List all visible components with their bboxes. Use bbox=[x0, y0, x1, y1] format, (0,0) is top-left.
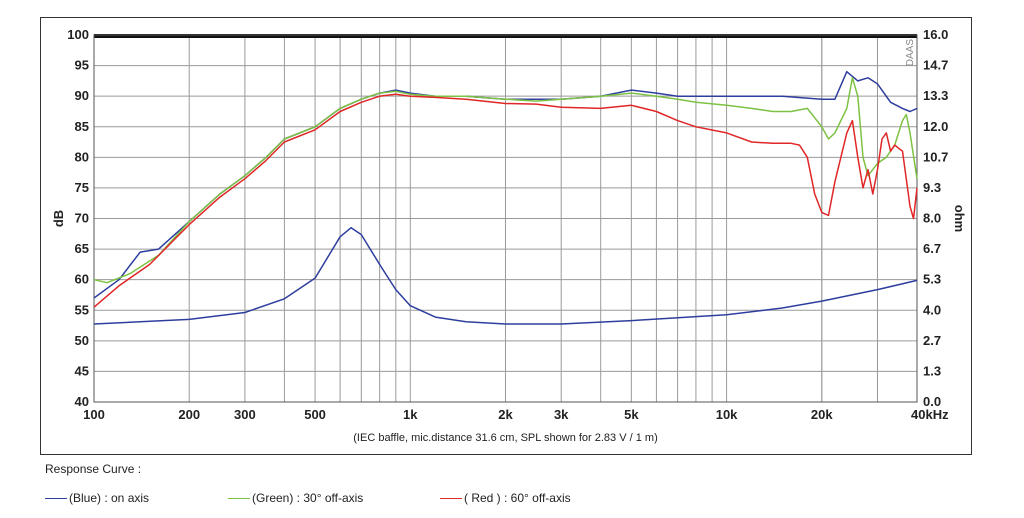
legend-item-blue: (Blue) : on axis bbox=[45, 491, 149, 505]
x-tick-label: 200 bbox=[178, 407, 200, 422]
y-tick-label-right: 8.0 bbox=[923, 211, 941, 226]
x-tick-label: 300 bbox=[234, 407, 256, 422]
y-tick-label-left: 45 bbox=[75, 363, 89, 378]
chart-caption: (IEC baffle, mic.distance 31.6 cm, SPL s… bbox=[353, 432, 657, 444]
x-tick-label: 10k bbox=[716, 407, 738, 422]
y-axis-title-right: ohm bbox=[952, 205, 967, 232]
x-tick-label: 3k bbox=[554, 407, 569, 422]
x-tick-label: 40kHz bbox=[911, 407, 949, 422]
y-tick-label-right: 16.0 bbox=[923, 27, 948, 42]
y-tick-label-right: 14.7 bbox=[923, 58, 948, 73]
y-tick-label-left: 95 bbox=[75, 58, 89, 73]
y-tick-label-left: 70 bbox=[75, 211, 89, 226]
y-tick-label-left: 85 bbox=[75, 119, 89, 134]
y-tick-label-left: 100 bbox=[67, 27, 89, 42]
y-tick-label-right: 0.0 bbox=[923, 394, 941, 409]
x-tick-label: 20k bbox=[811, 407, 833, 422]
frequency-response-chart: 40 45 50 55 60 65 70 75 80 85 90 95 100 0.0 1.3 2.7 4.0 5… bbox=[51, 27, 967, 444]
x-tick-label: 5k bbox=[624, 407, 639, 422]
y-tick-label-right: 5.3 bbox=[923, 272, 941, 287]
legend-item-red: ( Red ) : 60° off-axis bbox=[440, 491, 571, 505]
y-tick-label-right: 6.7 bbox=[923, 241, 941, 256]
series-line-impedance bbox=[93, 226, 918, 325]
y-tick-label-left: 80 bbox=[75, 149, 89, 164]
chart-frame: 40 45 50 55 60 65 70 75 80 85 90 95 100 0.0 1.3 2.7 4.0 5… bbox=[40, 17, 972, 455]
x-tick-label: 2k bbox=[498, 407, 513, 422]
x-tick-label: 100 bbox=[83, 407, 105, 422]
legend-label-red: ( Red ) : 60° off-axis bbox=[464, 491, 571, 505]
y-tick-label-right: 2.7 bbox=[923, 333, 941, 348]
y-tick-label-left: 55 bbox=[75, 302, 89, 317]
legend-label-blue: (Blue) : on axis bbox=[69, 491, 150, 505]
y-tick-label-left: 40 bbox=[75, 394, 89, 409]
series-line-red bbox=[93, 93, 918, 308]
legend-swatch-green bbox=[228, 497, 250, 499]
y-tick-label-left: 50 bbox=[75, 333, 89, 348]
y-tick-label-left: 90 bbox=[75, 88, 89, 103]
y-tick-label-right: 9.3 bbox=[923, 180, 941, 195]
y-tick-label-left: 60 bbox=[75, 272, 89, 287]
legend-item-green: (Green) : 30° off-axis bbox=[228, 491, 363, 505]
y-tick-label-right: 4.0 bbox=[923, 302, 941, 317]
y-axis-title-left: dB bbox=[51, 210, 66, 227]
x-tick-label: 1k bbox=[403, 407, 418, 422]
legend-swatch-red bbox=[440, 497, 462, 499]
y-tick-label-left: 75 bbox=[75, 180, 89, 195]
y-tick-label-right: 13.3 bbox=[923, 88, 948, 103]
legend-title: Response Curve : bbox=[45, 462, 142, 476]
series-line-green bbox=[93, 77, 918, 284]
plot-border bbox=[93, 34, 918, 403]
watermark-text: DAAS bbox=[905, 39, 916, 67]
y-tick-label-right: 12.0 bbox=[923, 119, 948, 134]
y-tick-label-right: 10.7 bbox=[923, 149, 948, 164]
y-tick-label-left: 65 bbox=[75, 241, 89, 256]
x-tick-label: 500 bbox=[304, 407, 326, 422]
legend-swatch-blue bbox=[45, 497, 67, 499]
y-tick-label-right: 1.3 bbox=[923, 363, 941, 378]
legend-label-green: (Green) : 30° off-axis bbox=[252, 491, 364, 505]
